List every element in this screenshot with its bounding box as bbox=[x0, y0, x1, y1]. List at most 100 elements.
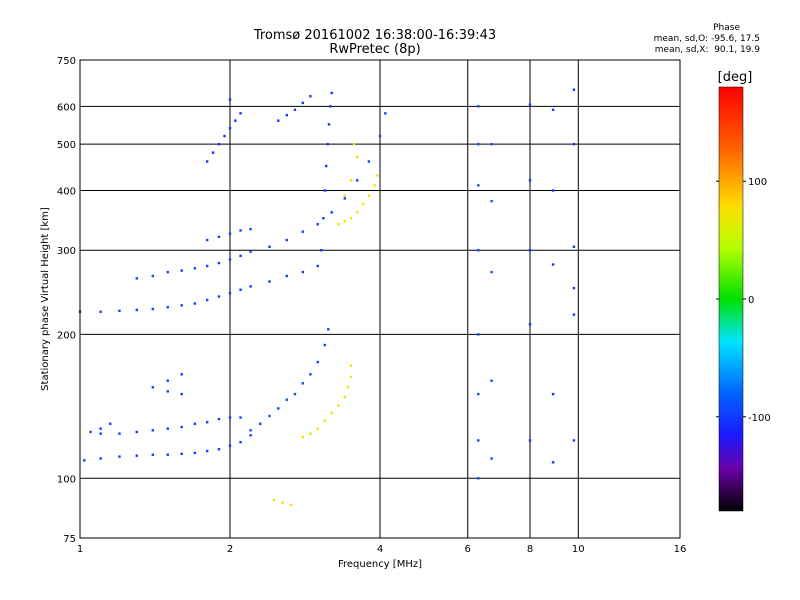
y-tick-label: 500 bbox=[57, 140, 76, 151]
data-point bbox=[323, 343, 327, 347]
data-point bbox=[205, 238, 209, 242]
data-point bbox=[118, 455, 121, 458]
data-point bbox=[249, 250, 252, 253]
data-point bbox=[180, 373, 183, 376]
data-point bbox=[249, 227, 252, 231]
data-point bbox=[301, 435, 305, 439]
data-point bbox=[166, 305, 169, 309]
data-point bbox=[355, 211, 359, 214]
data-point bbox=[228, 126, 232, 130]
data-point bbox=[118, 432, 121, 435]
data-point bbox=[316, 223, 319, 226]
data-point bbox=[551, 461, 555, 464]
data-point bbox=[289, 503, 293, 507]
data-point bbox=[193, 302, 197, 305]
data-points bbox=[78, 88, 576, 507]
data-point bbox=[551, 263, 555, 266]
data-point bbox=[268, 414, 271, 418]
data-point bbox=[361, 202, 365, 206]
data-point bbox=[528, 179, 532, 182]
data-point bbox=[239, 254, 242, 258]
data-point bbox=[234, 119, 237, 122]
data-point bbox=[239, 288, 242, 291]
colorbar-tick-label: -100 bbox=[748, 413, 771, 424]
data-point bbox=[477, 249, 480, 252]
plot-frame bbox=[79, 59, 681, 539]
y-axis-ticks: 75 100 200 300 400 500 600 750 bbox=[57, 56, 76, 545]
y-tick-label: 600 bbox=[57, 102, 76, 113]
data-point bbox=[316, 427, 319, 430]
data-point bbox=[293, 392, 297, 396]
data-point bbox=[323, 189, 327, 192]
data-point bbox=[151, 274, 155, 278]
data-point bbox=[343, 220, 347, 223]
colorbar-ticks: 100 0 -100 bbox=[716, 177, 771, 424]
data-point bbox=[205, 449, 209, 453]
data-point bbox=[228, 444, 232, 447]
plot-grid bbox=[80, 60, 680, 538]
data-point bbox=[323, 419, 327, 422]
x-tick-label: 8 bbox=[527, 544, 533, 555]
data-point bbox=[551, 189, 555, 192]
data-point bbox=[135, 430, 138, 434]
data-point bbox=[346, 386, 350, 389]
data-point bbox=[572, 439, 576, 442]
data-point bbox=[166, 270, 169, 274]
phase-stats-x: mean, sd,X: 90.1, 19.9 bbox=[654, 45, 760, 55]
data-point bbox=[572, 313, 576, 316]
data-point bbox=[259, 422, 262, 426]
data-point bbox=[316, 264, 319, 268]
data-point bbox=[349, 375, 353, 379]
data-point bbox=[528, 249, 532, 252]
data-point bbox=[135, 308, 138, 312]
data-point bbox=[325, 164, 328, 168]
data-point bbox=[477, 184, 480, 187]
data-point bbox=[326, 142, 329, 146]
data-point bbox=[551, 392, 555, 396]
data-point bbox=[205, 264, 209, 268]
data-point bbox=[490, 270, 493, 274]
data-point bbox=[166, 390, 169, 393]
data-point bbox=[228, 416, 232, 419]
data-point bbox=[572, 245, 576, 248]
data-point bbox=[355, 155, 359, 159]
data-point bbox=[277, 119, 280, 122]
data-point bbox=[99, 427, 102, 430]
data-point bbox=[320, 249, 323, 252]
data-point bbox=[217, 142, 221, 146]
x-tick-label: 1 bbox=[77, 544, 83, 555]
data-point bbox=[166, 453, 169, 456]
data-point bbox=[572, 286, 576, 290]
data-point bbox=[151, 429, 155, 432]
data-point bbox=[477, 392, 480, 396]
data-point bbox=[301, 270, 305, 274]
data-point bbox=[249, 429, 252, 432]
data-point bbox=[193, 267, 197, 270]
data-point bbox=[180, 425, 183, 429]
colorbar-unit: [deg] bbox=[718, 70, 753, 85]
data-point bbox=[376, 174, 379, 177]
data-point bbox=[166, 427, 169, 430]
data-point bbox=[349, 364, 353, 367]
data-point bbox=[528, 323, 532, 326]
chart-title: Tromsø 20161002 16:38:00-16:39:43 bbox=[253, 28, 497, 43]
data-point bbox=[293, 108, 297, 112]
data-point bbox=[378, 134, 382, 138]
data-point bbox=[89, 430, 92, 434]
data-point bbox=[343, 395, 347, 399]
data-point bbox=[151, 307, 155, 311]
data-point bbox=[301, 230, 305, 233]
data-point bbox=[329, 105, 332, 108]
data-point bbox=[343, 197, 347, 200]
x-tick-label: 16 bbox=[674, 544, 687, 555]
y-axis-label: Stationary phase Virtual Height [km] bbox=[40, 207, 51, 391]
data-point bbox=[337, 404, 340, 407]
data-point bbox=[99, 432, 102, 435]
data-point bbox=[228, 291, 232, 295]
data-point bbox=[572, 142, 576, 146]
x-tick-label: 10 bbox=[572, 544, 585, 555]
data-point bbox=[285, 398, 288, 401]
data-point bbox=[99, 310, 102, 313]
data-point bbox=[239, 229, 242, 232]
